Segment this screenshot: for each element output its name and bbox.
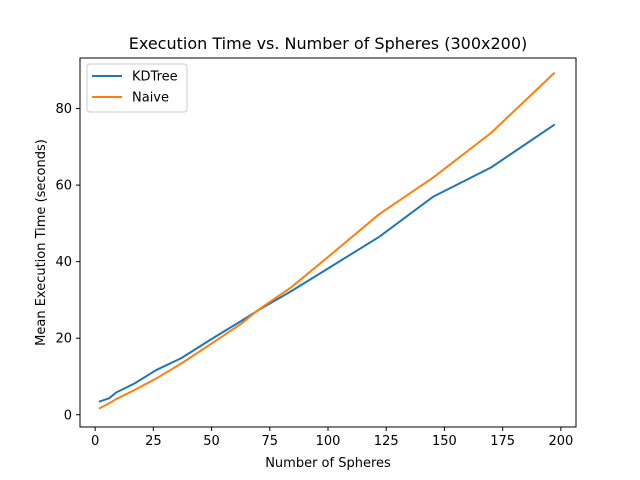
x-tick-label: 125 bbox=[374, 434, 399, 449]
x-tick-label: 100 bbox=[316, 434, 341, 449]
y-tick-label: 0 bbox=[64, 408, 72, 423]
x-tick-label: 0 bbox=[91, 434, 99, 449]
y-tick-label: 40 bbox=[55, 255, 72, 270]
y-tick-label: 20 bbox=[55, 332, 72, 347]
y-axis: 0 20 40 60 80 bbox=[55, 102, 80, 423]
plot-lines bbox=[98, 71, 556, 410]
x-axis-label: Number of Spheres bbox=[265, 456, 391, 471]
legend: KDTree Naive bbox=[86, 63, 188, 113]
y-tick-label: 80 bbox=[55, 102, 72, 117]
x-tick-label: 150 bbox=[432, 434, 457, 449]
y-axis-label: Mean Execution Time (seconds) bbox=[34, 139, 49, 346]
series-line-naive bbox=[98, 71, 556, 410]
x-tick-label: 50 bbox=[203, 434, 220, 449]
x-tick-label: 200 bbox=[548, 434, 573, 449]
chart-title: Execution Time vs. Number of Spheres (30… bbox=[129, 34, 528, 53]
y-tick-label: 60 bbox=[55, 179, 72, 194]
legend-label-kdtree: KDTree bbox=[132, 70, 178, 85]
series-line-kdtree bbox=[98, 123, 556, 403]
x-tick-label: 175 bbox=[490, 434, 515, 449]
x-tick-label: 25 bbox=[145, 434, 162, 449]
x-axis: 0 25 50 75 100 125 150 175 200 bbox=[91, 427, 573, 449]
x-tick-label: 75 bbox=[262, 434, 279, 449]
legend-label-naive: Naive bbox=[132, 91, 169, 106]
